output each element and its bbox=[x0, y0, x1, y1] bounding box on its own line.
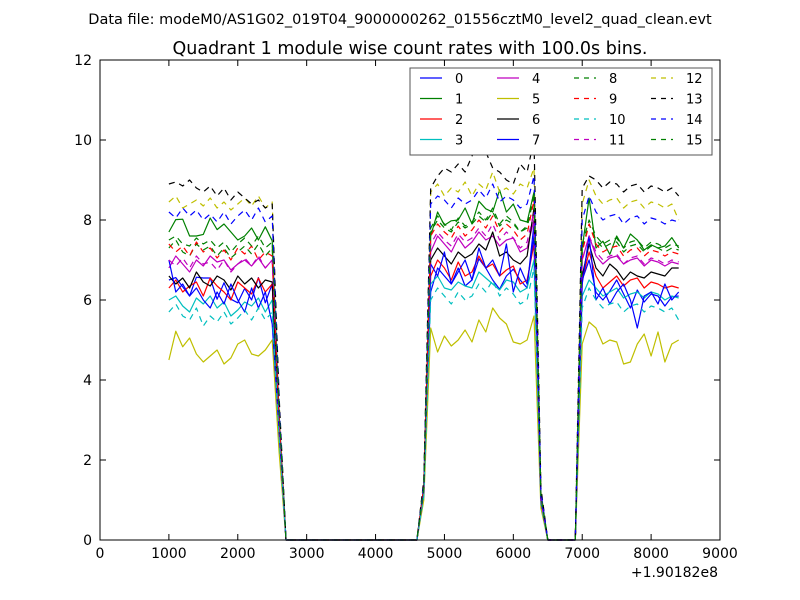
legend-label-0: 0 bbox=[455, 72, 463, 87]
y-tick-label: 0 bbox=[83, 533, 92, 549]
y-tick-label: 4 bbox=[83, 373, 92, 389]
x-tick-label: 5000 bbox=[427, 546, 463, 562]
x-tick-label: 8000 bbox=[633, 546, 669, 562]
legend-label-6: 6 bbox=[532, 113, 540, 128]
legend-label-10: 10 bbox=[609, 113, 626, 128]
legend-label-3: 3 bbox=[455, 134, 463, 149]
series-line-10 bbox=[168, 267, 680, 541]
legend-label-13: 13 bbox=[686, 93, 703, 108]
y-tick-label: 6 bbox=[83, 293, 92, 309]
series-line-9 bbox=[168, 199, 679, 541]
plot-frame bbox=[99, 59, 721, 541]
legend-label-2: 2 bbox=[455, 113, 463, 128]
x-tick-label: 1000 bbox=[151, 546, 187, 562]
legend-label-14: 14 bbox=[686, 113, 703, 128]
legend-box bbox=[409, 67, 713, 156]
legend-label-7: 7 bbox=[532, 134, 540, 149]
legend-label-1: 1 bbox=[455, 93, 463, 108]
legend-label-15: 15 bbox=[686, 134, 703, 149]
legend-label-11: 11 bbox=[609, 134, 626, 149]
series-line-14 bbox=[168, 175, 679, 541]
y-tick-label: 8 bbox=[83, 213, 92, 229]
y-tick-label: 2 bbox=[83, 453, 92, 469]
x-tick-label: 9000 bbox=[702, 546, 738, 562]
figure-suptitle: Data file: modeM0/AS1G02_019T04_90000002… bbox=[88, 12, 712, 28]
chart-title: Quadrant 1 module wise count rates with … bbox=[173, 39, 648, 59]
legend-label-5: 5 bbox=[532, 93, 540, 108]
legend-label-4: 4 bbox=[532, 72, 540, 87]
series-line-5 bbox=[168, 307, 680, 541]
legend-label-12: 12 bbox=[686, 72, 703, 87]
x-tick-label: 7000 bbox=[564, 546, 600, 562]
legend-label-9: 9 bbox=[609, 93, 617, 108]
x-tick-label: 3000 bbox=[289, 546, 325, 562]
x-tick-label: 0 bbox=[96, 546, 105, 562]
series-layer bbox=[168, 139, 680, 541]
series-line-15 bbox=[168, 191, 679, 541]
legend-label-8: 8 bbox=[609, 72, 617, 87]
x-offset-label: +1.90182e8 bbox=[631, 565, 718, 581]
x-tick-label: 4000 bbox=[358, 546, 394, 562]
y-tick-label: 10 bbox=[74, 133, 92, 149]
y-tick-label: 12 bbox=[74, 53, 92, 69]
ticks-layer: 0 1000 2000 3000 4000 5000 6000 7000 8000 9000 0 2 4… bbox=[74, 53, 738, 562]
x-tick-label: 6000 bbox=[496, 546, 532, 562]
x-tick-label: 2000 bbox=[220, 546, 256, 562]
